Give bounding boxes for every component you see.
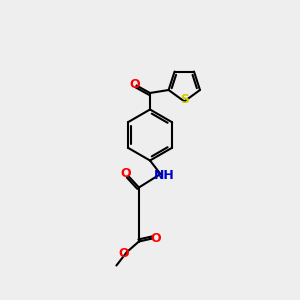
Text: O: O <box>120 167 131 180</box>
Text: O: O <box>118 247 129 260</box>
Text: S: S <box>180 93 189 106</box>
Text: O: O <box>129 77 140 91</box>
Text: O: O <box>151 232 161 245</box>
Text: NH: NH <box>154 169 175 182</box>
